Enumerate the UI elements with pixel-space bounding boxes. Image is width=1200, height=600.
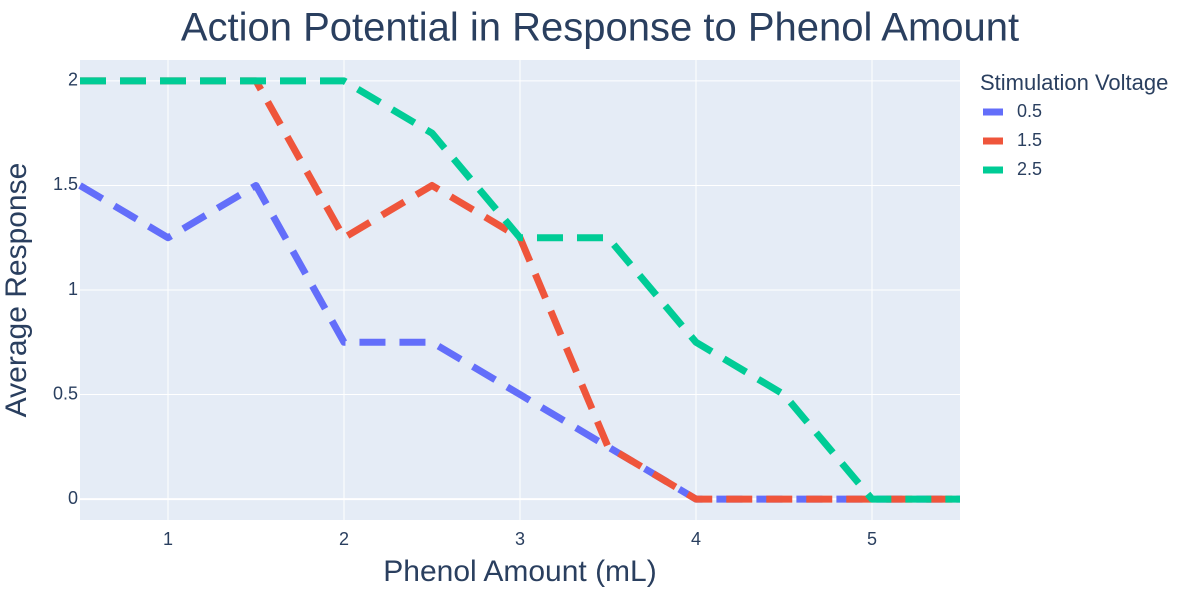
legend-title: Stimulation Voltage bbox=[980, 70, 1168, 95]
series-line-2.5 bbox=[80, 77, 960, 503]
chart-title: Action Potential in Response to Phenol A… bbox=[181, 6, 1019, 50]
y-tick-label: 1.5 bbox=[53, 174, 78, 194]
legend-label: 1.5 bbox=[1017, 130, 1042, 150]
y-tick-label: 0.5 bbox=[53, 383, 78, 403]
legend: Stimulation Voltage 0.5 1.5 2.5 bbox=[980, 70, 1168, 179]
x-axis-title: Phenol Amount (mL) bbox=[383, 555, 656, 588]
y-axis-ticks: 0 0.5 1 1.5 2 bbox=[53, 70, 78, 508]
legend-label: 2.5 bbox=[1017, 159, 1042, 179]
y-tick-label: 2 bbox=[68, 70, 78, 90]
x-tick-label: 4 bbox=[691, 529, 701, 549]
x-axis-ticks: 1 2 3 4 5 bbox=[163, 529, 877, 549]
y-axis-title: Average Response bbox=[0, 163, 33, 418]
x-tick-label: 3 bbox=[515, 529, 525, 549]
x-tick-label: 2 bbox=[339, 529, 349, 549]
x-tick-label: 1 bbox=[163, 529, 173, 549]
legend-items: 0.5 1.5 2.5 bbox=[983, 101, 1042, 179]
legend-label: 0.5 bbox=[1017, 101, 1042, 121]
x-tick-label: 5 bbox=[867, 529, 877, 549]
y-tick-label: 0 bbox=[68, 488, 78, 508]
y-tick-label: 1 bbox=[68, 279, 78, 299]
series-lines bbox=[78, 77, 960, 503]
